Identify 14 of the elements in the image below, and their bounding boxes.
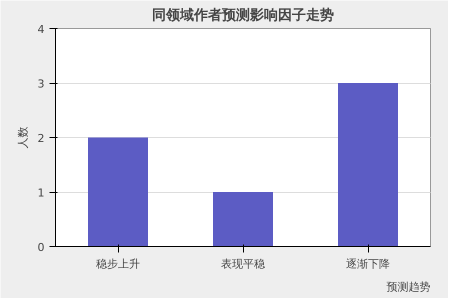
- y-tick-label: 3: [38, 78, 44, 90]
- y-tick-label: 0: [38, 241, 44, 254]
- bar: [213, 192, 273, 246]
- x-axis-title: 预测趋势: [386, 280, 430, 294]
- y-tick-label: 2: [38, 132, 44, 145]
- y-tick-label: 4: [38, 23, 44, 36]
- x-tick-label: 稳步上升: [96, 258, 140, 270]
- x-tick-label: 表现平稳: [221, 258, 265, 270]
- y-axis-title: 人数: [16, 126, 30, 148]
- y-tick-label: 1: [38, 186, 44, 200]
- bar: [338, 83, 398, 246]
- chart-title: 同领域作者预测影响因子走势: [152, 8, 334, 24]
- x-tick-label: 逐渐下降: [346, 258, 390, 270]
- bar: [88, 138, 148, 246]
